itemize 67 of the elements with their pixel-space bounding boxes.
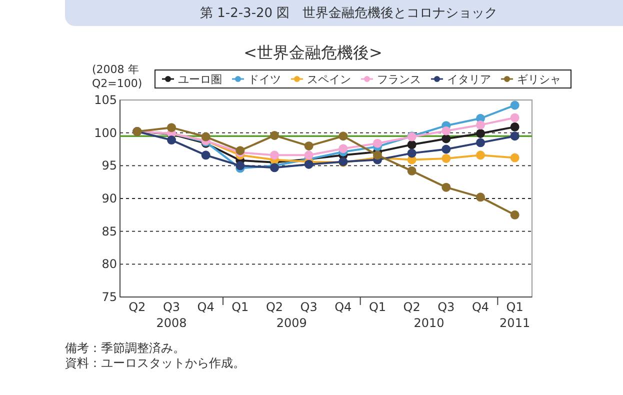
point bbox=[442, 144, 451, 154]
x-tick-label: Q4 bbox=[334, 300, 352, 314]
point bbox=[338, 132, 348, 141]
point bbox=[510, 132, 520, 141]
point bbox=[373, 138, 382, 148]
text: 2008 bbox=[156, 316, 187, 330]
y-tick-label: 85 bbox=[102, 224, 117, 238]
x-tick-label: Q3 bbox=[162, 300, 180, 314]
x-tick-label: Q2 bbox=[266, 300, 284, 314]
point bbox=[476, 128, 485, 138]
x-tick-label: Q1 bbox=[232, 300, 249, 314]
point bbox=[442, 134, 451, 144]
x-tick-label: Q1 bbox=[368, 300, 386, 314]
y-tick-label: 95 bbox=[102, 158, 117, 173]
legend-label: ドイツ bbox=[248, 73, 281, 86]
x-tick-label: Q2 bbox=[403, 300, 420, 314]
y-tick-label: 100 bbox=[94, 126, 117, 140]
point bbox=[442, 126, 451, 136]
y-tick-label: 80 bbox=[102, 257, 117, 272]
legend-label: イタリア bbox=[447, 73, 491, 86]
legend-label: スペイン bbox=[307, 73, 351, 86]
point bbox=[304, 160, 314, 169]
legend-label: ユーロ圏 bbox=[178, 73, 222, 86]
text: 備考：季節調整済み。 bbox=[65, 341, 185, 355]
point bbox=[510, 210, 520, 220]
point bbox=[407, 148, 416, 158]
text: 2010 bbox=[414, 316, 444, 330]
text: 2009 bbox=[276, 316, 307, 330]
point bbox=[476, 120, 485, 130]
point bbox=[510, 100, 520, 110]
x-tick-label: Q4 bbox=[197, 300, 214, 314]
point bbox=[442, 182, 451, 192]
y-tick-label: 75 bbox=[102, 290, 117, 304]
point bbox=[407, 166, 416, 176]
point bbox=[510, 153, 520, 162]
text: 2011 bbox=[500, 316, 530, 330]
point bbox=[167, 136, 176, 145]
point bbox=[270, 130, 279, 140]
x-tick-label: Q4 bbox=[472, 300, 490, 314]
point bbox=[338, 144, 348, 154]
point bbox=[407, 140, 416, 150]
x-tick-label: Q3 bbox=[438, 300, 455, 314]
y-tick-label: 90 bbox=[102, 192, 117, 206]
point bbox=[510, 113, 520, 122]
x-tick-label: Q2 bbox=[128, 300, 146, 314]
point bbox=[236, 161, 245, 170]
point bbox=[201, 132, 210, 142]
y-axis-title: (2008 年 Q2=100) bbox=[92, 63, 142, 90]
text: 資料：ユーロスタットから作成。 bbox=[65, 356, 245, 370]
point bbox=[270, 150, 279, 160]
point bbox=[304, 141, 314, 150]
chart-subtitle: <世界金融危機後> bbox=[244, 43, 382, 62]
chart-title: 第 1-2-3-20 図 世界金融危機後とコロナショック bbox=[200, 6, 498, 21]
point bbox=[167, 123, 176, 132]
point bbox=[373, 150, 382, 160]
point bbox=[510, 122, 520, 132]
point bbox=[476, 150, 485, 160]
x-tick-label: Q3 bbox=[300, 300, 318, 314]
legend-label: ギリシャ bbox=[517, 73, 561, 86]
legend-label: フランス bbox=[377, 73, 421, 86]
point bbox=[442, 154, 451, 163]
point bbox=[476, 192, 485, 202]
point bbox=[476, 138, 485, 148]
point bbox=[201, 150, 210, 160]
point bbox=[304, 150, 314, 160]
x-tick-label: Q1 bbox=[506, 300, 524, 314]
y-tick-label: 105 bbox=[94, 93, 117, 107]
